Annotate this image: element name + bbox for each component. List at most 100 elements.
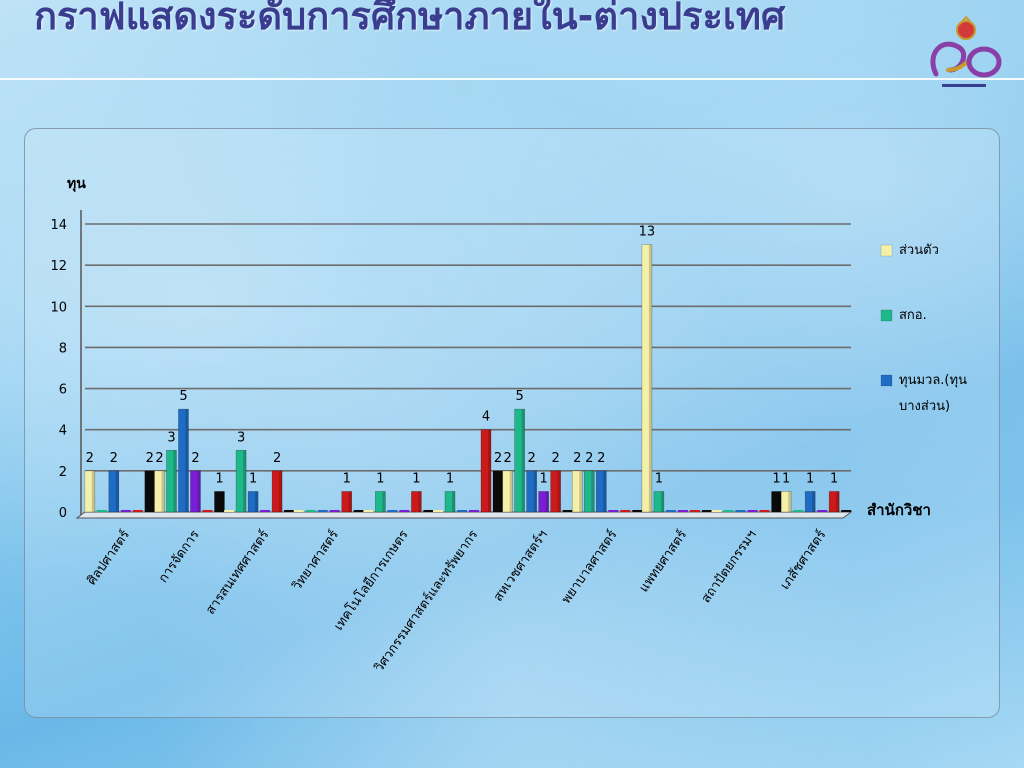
bar-zero	[399, 510, 410, 512]
bar-zero	[469, 510, 479, 512]
bar-zero	[132, 510, 143, 512]
data-value-label: 3	[237, 430, 245, 445]
data-value-label: 1	[655, 471, 663, 486]
bar-shade	[648, 244, 652, 513]
data-value-label: 1	[446, 471, 454, 486]
data-value-label: 5	[515, 389, 523, 404]
bar-shade	[185, 409, 189, 512]
bar	[214, 491, 225, 513]
bar-zero	[701, 510, 712, 512]
x-category-label: เภสัชศาสตร์	[777, 527, 830, 592]
data-value-label: 2	[86, 451, 94, 466]
data-value-label: 1	[249, 471, 257, 486]
bar-zero	[305, 510, 316, 512]
bar	[514, 408, 525, 513]
chart-floor	[75, 511, 853, 519]
bar-zero	[293, 510, 304, 512]
y-tick-label: 2	[59, 465, 67, 480]
bar-shade	[151, 470, 155, 512]
bar-shade	[521, 409, 525, 512]
bar-zero	[747, 510, 758, 512]
data-value-label: 1	[782, 471, 790, 486]
bar-shade	[836, 491, 840, 512]
bar	[538, 491, 549, 513]
bar-zero	[723, 510, 734, 512]
data-value-label: 2	[273, 451, 281, 466]
bar-zero	[329, 510, 340, 512]
data-value-label: 2	[191, 451, 199, 466]
bar-shade	[812, 491, 816, 512]
data-value-label: 1	[343, 471, 351, 486]
bar-shade	[488, 429, 491, 512]
bar-zero	[620, 510, 631, 512]
bar	[595, 470, 607, 513]
bar	[583, 470, 595, 513]
legend-swatch	[880, 374, 893, 387]
data-value-label: 2	[503, 451, 511, 466]
bar-zero	[841, 510, 852, 512]
data-value-label: 1	[215, 471, 223, 486]
y-tick-label: 6	[59, 383, 67, 398]
bar-shade	[533, 470, 537, 512]
bar-shade	[509, 470, 513, 512]
bar-shade	[603, 470, 607, 512]
bar-zero	[353, 510, 364, 512]
y-tick-label: 4	[59, 424, 67, 439]
bar	[235, 449, 247, 513]
data-value-label: 2	[573, 451, 581, 466]
bar-shade	[243, 450, 247, 512]
x-category-label: แพทยศาสตร์	[636, 527, 690, 595]
bar-zero	[711, 510, 722, 512]
x-axis-title: สำนักวิชา	[867, 501, 931, 519]
data-value-label: 1	[830, 471, 838, 486]
x-category-label: พยาบาลศาสตร์	[558, 527, 620, 607]
bar-zero	[689, 510, 700, 512]
bar-zero	[423, 510, 434, 512]
bar	[411, 491, 422, 513]
bar-zero	[608, 510, 619, 512]
bar-zero	[759, 510, 770, 512]
bar-zero	[120, 510, 131, 512]
bar	[247, 491, 259, 513]
bar	[502, 470, 513, 513]
legend-swatch	[880, 309, 893, 322]
bar	[341, 491, 353, 513]
y-tick-label: 12	[50, 259, 67, 274]
x-category-label: การจัดการ	[156, 528, 203, 586]
bar-shade	[500, 470, 503, 512]
bar-shade	[418, 491, 422, 512]
data-value-label: 2	[155, 451, 163, 466]
data-value-label: 2	[551, 451, 559, 466]
x-category-label: สหเวชศาสตร์ฯ	[490, 527, 551, 604]
bar-shade	[452, 491, 455, 512]
bar-shade	[788, 491, 792, 512]
bar-shade	[579, 470, 583, 512]
data-value-label: 13	[639, 225, 656, 240]
bar-zero	[632, 510, 643, 512]
data-value-label: 2	[597, 451, 605, 466]
bar-zero	[284, 510, 295, 512]
chart-panel: 0 2 4 6 8 10 12 14 ทุน สำนักวิชา ศิลปศาสตร์ การจัดก…	[24, 128, 1000, 718]
data-value-label: 2	[146, 451, 154, 466]
bar	[641, 244, 653, 513]
bar-shade	[115, 470, 119, 512]
bar-shade	[221, 491, 225, 512]
bar-zero	[260, 510, 271, 512]
university-20th-anniversary-logo	[930, 15, 1002, 87]
data-value-label: 1	[376, 471, 384, 486]
bar	[480, 429, 492, 513]
data-value-label: 1	[412, 471, 420, 486]
data-value-label: 2	[585, 451, 593, 466]
bar	[444, 491, 456, 513]
data-value-label: 2	[494, 451, 502, 466]
bar-zero	[202, 510, 213, 512]
x-category-label: เทคโนโลยีการเกษตร	[331, 527, 412, 633]
data-value-label: 3	[167, 430, 175, 445]
bar-zero	[817, 510, 828, 512]
bar-shade	[591, 470, 595, 512]
bar-shade	[197, 470, 201, 512]
bar-zero	[562, 510, 573, 512]
y-axis-title: ทุน	[67, 176, 86, 192]
y-tick-label: 8	[59, 341, 67, 356]
bar	[571, 470, 583, 513]
